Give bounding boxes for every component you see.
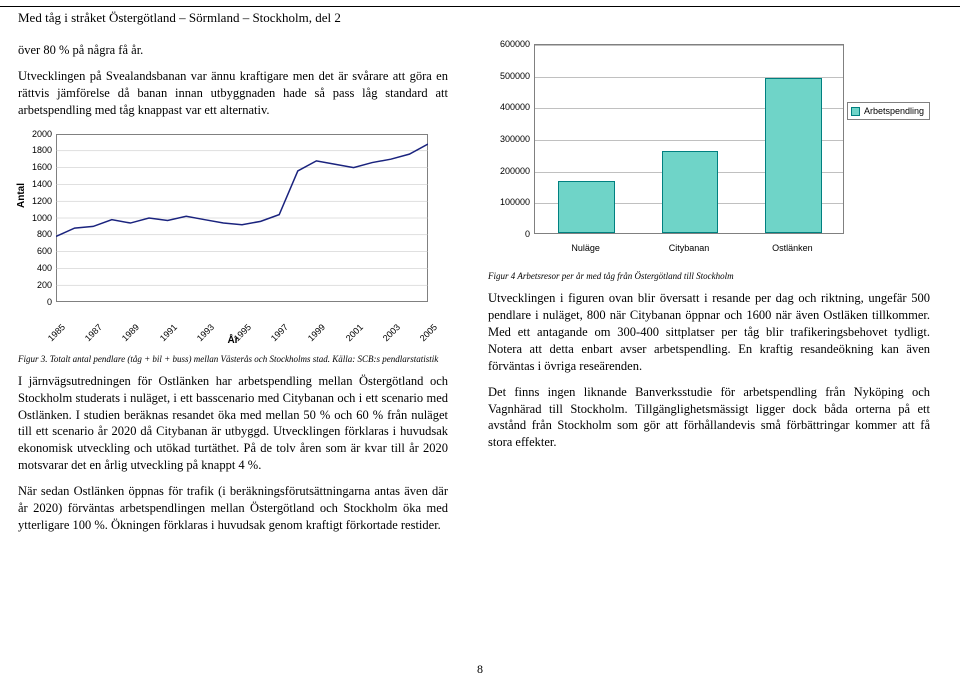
page-header: Med tåg i stråket Östergötland – Sörmlan… [18,10,341,26]
barchart-bar [765,78,822,233]
barchart-ytick: 300000 [488,134,530,144]
barchart-bar [558,181,615,233]
figure-4-barchart: 0 100000 200000 300000 400000 500000 600000 Nu… [488,42,930,267]
barchart-ytick: 100000 [488,197,530,207]
linechart-xtick: 1999 [299,322,327,350]
right-column: 0 100000 200000 300000 400000 500000 600000 Nu… [488,42,930,460]
left-p1: över 80 % på några få år. [18,42,448,59]
linechart-ytick: 1600 [18,162,52,172]
linechart-xtick: 1997 [262,322,290,350]
figure-4-caption: Figur 4 Arbetsresor per år med tåg från … [488,271,930,282]
linechart-xtick: 1993 [188,322,216,350]
figure-3-caption: Figur 3. Totalt antal pendlare (tåg + bi… [18,354,448,365]
figure-3-linechart: Antal 0200400600800100012001400160018002… [18,128,448,348]
barchart-bar [662,151,719,233]
linechart-ytick: 1400 [18,179,52,189]
legend-swatch [851,107,860,116]
barchart-ytick: 200000 [488,166,530,176]
right-p2: Det finns ingen liknande Banverksstudie … [488,384,930,452]
right-p1: Utvecklingen i figuren ovan blir översat… [488,290,930,374]
left-column: över 80 % på några få år. Utvecklingen p… [18,42,448,543]
linechart-xtick: 1989 [113,322,141,350]
barchart-ytick: 0 [488,229,530,239]
linechart-ytick: 1000 [18,213,52,223]
linechart-ytick: 1800 [18,145,52,155]
linechart-xtick: 2001 [336,322,364,350]
linechart-svg [56,134,428,302]
barchart-legend: Arbetspendling [847,102,930,120]
linechart-ytick: 2000 [18,129,52,139]
linechart-ytick: 800 [18,229,52,239]
linechart-ytick: 1200 [18,196,52,206]
linechart-xtick: 2003 [374,322,402,350]
barchart-xtick: Citybanan [654,243,724,253]
left-p4: När sedan Ostlänken öppnas för trafik (i… [18,483,448,534]
barchart-ytick: 500000 [488,71,530,81]
left-p2: Utvecklingen på Svealandsbanan var ännu … [18,68,448,119]
linechart-ytick: 400 [18,263,52,273]
linechart-xlabel: År [227,335,238,346]
barchart-gridline [535,45,843,46]
linechart-xtick: 1991 [150,322,178,350]
linechart-xtick: 1985 [39,322,67,350]
legend-label: Arbetspendling [864,106,924,116]
barchart-plot [534,44,844,234]
linechart-ytick: 600 [18,246,52,256]
barchart-ytick: 600000 [488,39,530,49]
linechart-xtick: 1987 [76,322,104,350]
barchart-xtick: Nuläge [551,243,621,253]
linechart-ytick: 200 [18,280,52,290]
page-number: 8 [477,662,483,677]
barchart-xtick: Ostlänken [757,243,827,253]
barchart-ytick: 400000 [488,102,530,112]
left-p3: I järnvägsutredningen för Ostlänken har … [18,373,448,474]
header-rule [0,6,960,7]
linechart-xtick: 2005 [411,322,439,350]
linechart-ytick: 0 [18,297,52,307]
